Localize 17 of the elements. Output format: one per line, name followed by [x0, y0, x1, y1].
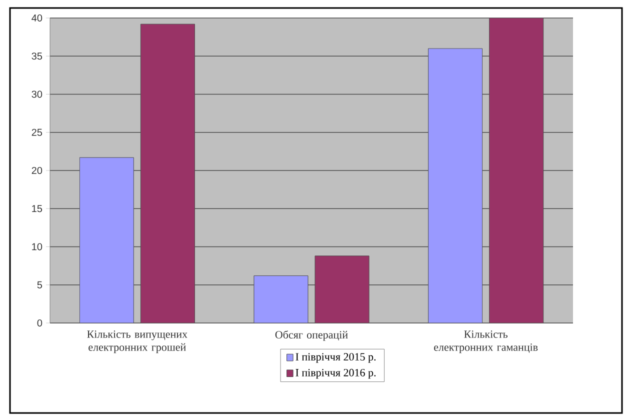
x-tick-label: Кількість випущених електронних грошей [87, 330, 188, 354]
legend-label: І півріччя 2015 р. [296, 353, 376, 363]
bar [489, 18, 544, 323]
bar [140, 24, 195, 323]
y-tick-label: 0 [37, 319, 42, 327]
x-tick-label: Обсяг операцій [275, 330, 348, 341]
y-tick-label: 10 [32, 243, 42, 250]
x-tick-label: Кількість електронних гаманців [434, 330, 538, 354]
y-tick-label: 5 [37, 281, 42, 288]
legend-label: І півріччя 2016 р. [296, 368, 376, 379]
bar [314, 256, 370, 323]
y-tick-label: 15 [32, 205, 42, 212]
y-tick-label: 40 [32, 14, 42, 22]
y-tick-label: 25 [32, 128, 42, 136]
y-tick-label: 30 [32, 90, 42, 98]
y-tick-label: 20 [32, 166, 42, 174]
y-tick-label: 35 [32, 52, 42, 60]
